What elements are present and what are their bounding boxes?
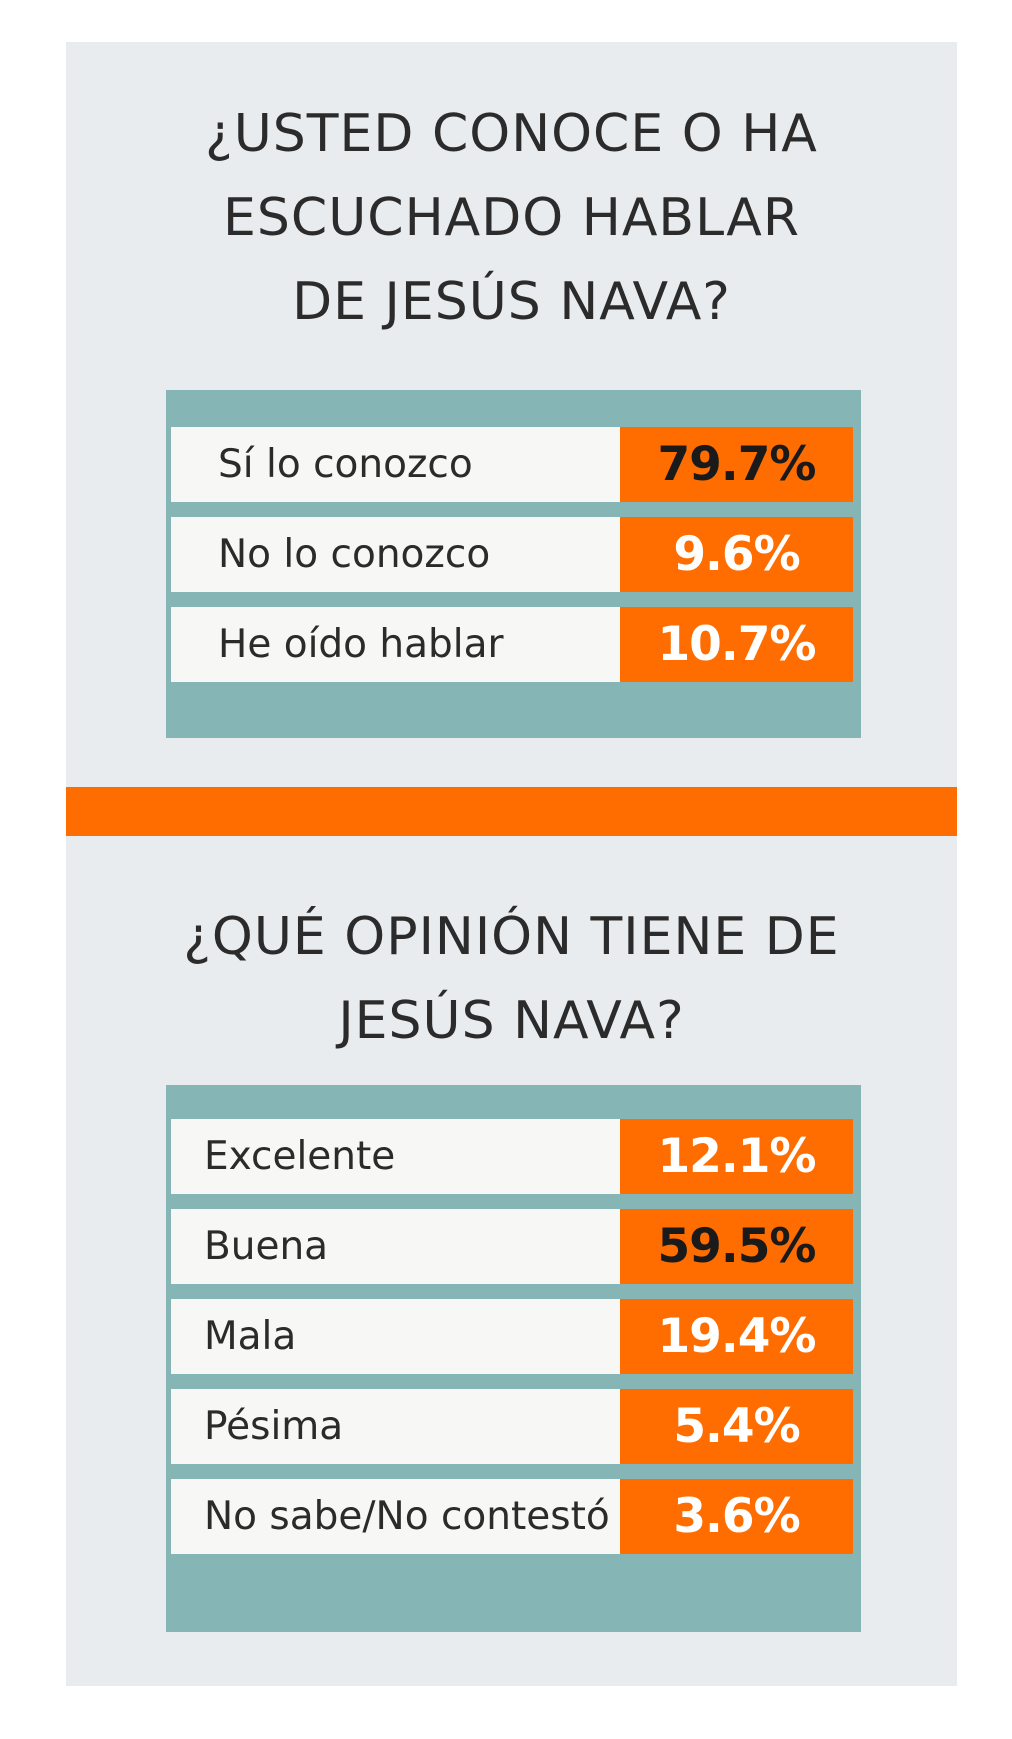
result-row: He oído hablar 10.7% xyxy=(171,607,853,682)
result-value: 5.4% xyxy=(620,1389,853,1464)
result-row: Mala 19.4% xyxy=(171,1299,853,1374)
result-value: 59.5% xyxy=(620,1209,853,1284)
question-1-title-line: DE JESÚS NAVA? xyxy=(292,272,731,332)
result-label: Buena xyxy=(171,1209,620,1284)
question-1-title: ¿USTED CONOCE O HA ESCUCHADO HABLAR DE J… xyxy=(66,92,957,344)
result-row: Buena 59.5% xyxy=(171,1209,853,1284)
result-label: Mala xyxy=(171,1299,620,1374)
result-label: No sabe/No contestó xyxy=(171,1479,620,1554)
question-1-title-line: ESCUCHADO HABLAR xyxy=(223,188,800,248)
question-2-title-line: ¿QUÉ OPINIÓN TIENE DE xyxy=(183,907,840,967)
result-row: No lo conozco 9.6% xyxy=(171,517,853,592)
result-label: Excelente xyxy=(171,1119,620,1194)
result-row: Sí lo conozco 79.7% xyxy=(171,427,853,502)
result-row: No sabe/No contestó 3.6% xyxy=(171,1479,853,1554)
question-1-title-line: ¿USTED CONOCE O HA xyxy=(205,104,818,164)
awareness-results-table: Sí lo conozco 79.7% No lo conozco 9.6% He oí… xyxy=(166,390,861,738)
opinion-results-table: Excelente 12.1% Buena 59.5% Mala 19.4% Pésima 5… xyxy=(166,1085,861,1632)
result-label: He oído hablar xyxy=(171,607,620,682)
result-value: 10.7% xyxy=(620,607,853,682)
result-label: Sí lo conozco xyxy=(171,427,620,502)
result-value: 79.7% xyxy=(620,427,853,502)
result-label: No lo conozco xyxy=(171,517,620,592)
result-value: 3.6% xyxy=(620,1479,853,1554)
question-2-title: ¿QUÉ OPINIÓN TIENE DE JESÚS NAVA? xyxy=(66,895,957,1063)
question-2-title-line: JESÚS NAVA? xyxy=(338,991,685,1051)
section-divider xyxy=(66,787,957,836)
result-label: Pésima xyxy=(171,1389,620,1464)
result-value: 19.4% xyxy=(620,1299,853,1374)
result-row: Excelente 12.1% xyxy=(171,1119,853,1194)
result-row: Pésima 5.4% xyxy=(171,1389,853,1464)
result-value: 9.6% xyxy=(620,517,853,592)
result-value: 12.1% xyxy=(620,1119,853,1194)
